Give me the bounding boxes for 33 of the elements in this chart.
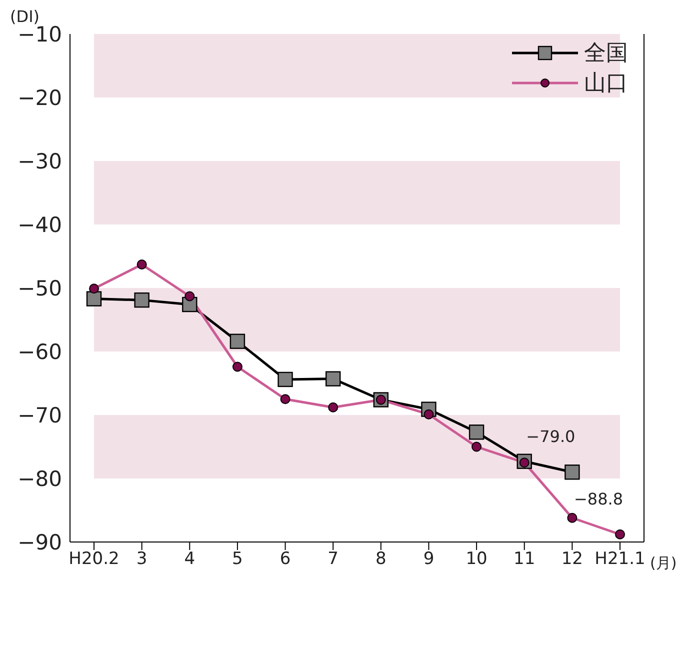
y-tick-label: −90 [18,530,62,554]
y-tick-label: −80 [18,466,62,491]
x-tick-label: 12 [561,549,583,570]
x-tick-label: H21.1 [594,549,646,570]
x-tick-label: 11 [514,549,536,570]
data-label: −88.8 [574,489,624,508]
point [230,334,246,349]
point [468,424,484,440]
y-axis-title: (DI) [10,7,40,26]
x-tick-label: 8 [375,549,386,570]
x-tick-label: 9 [423,549,434,570]
x-tick-label: 3 [136,549,148,570]
x-tick-label: 5 [232,549,243,570]
point [564,464,580,480]
y-tick-label: −30 [18,149,62,174]
point [325,371,341,386]
x-axis-title: (月) [650,554,677,572]
point [134,292,150,308]
x-tick-label: 10 [466,549,488,570]
point [278,372,293,388]
x-tick-label: 6 [280,549,291,570]
legend-label: 山口 [584,70,628,98]
x-tick-label: 7 [328,549,339,570]
point [86,291,102,306]
y-tick-label: −70 [18,403,62,428]
x-tick-label: H20.2 [68,549,120,570]
y-tick-label: −60 [18,340,62,364]
legend-label: 全国 [584,40,628,68]
y-tick-label: −20 [18,86,62,110]
y-tick-label: −50 [18,276,62,300]
y-tick-label: −40 [18,212,62,237]
data-label: −79.0 [526,427,576,446]
x-tick-label: 4 [184,549,196,570]
